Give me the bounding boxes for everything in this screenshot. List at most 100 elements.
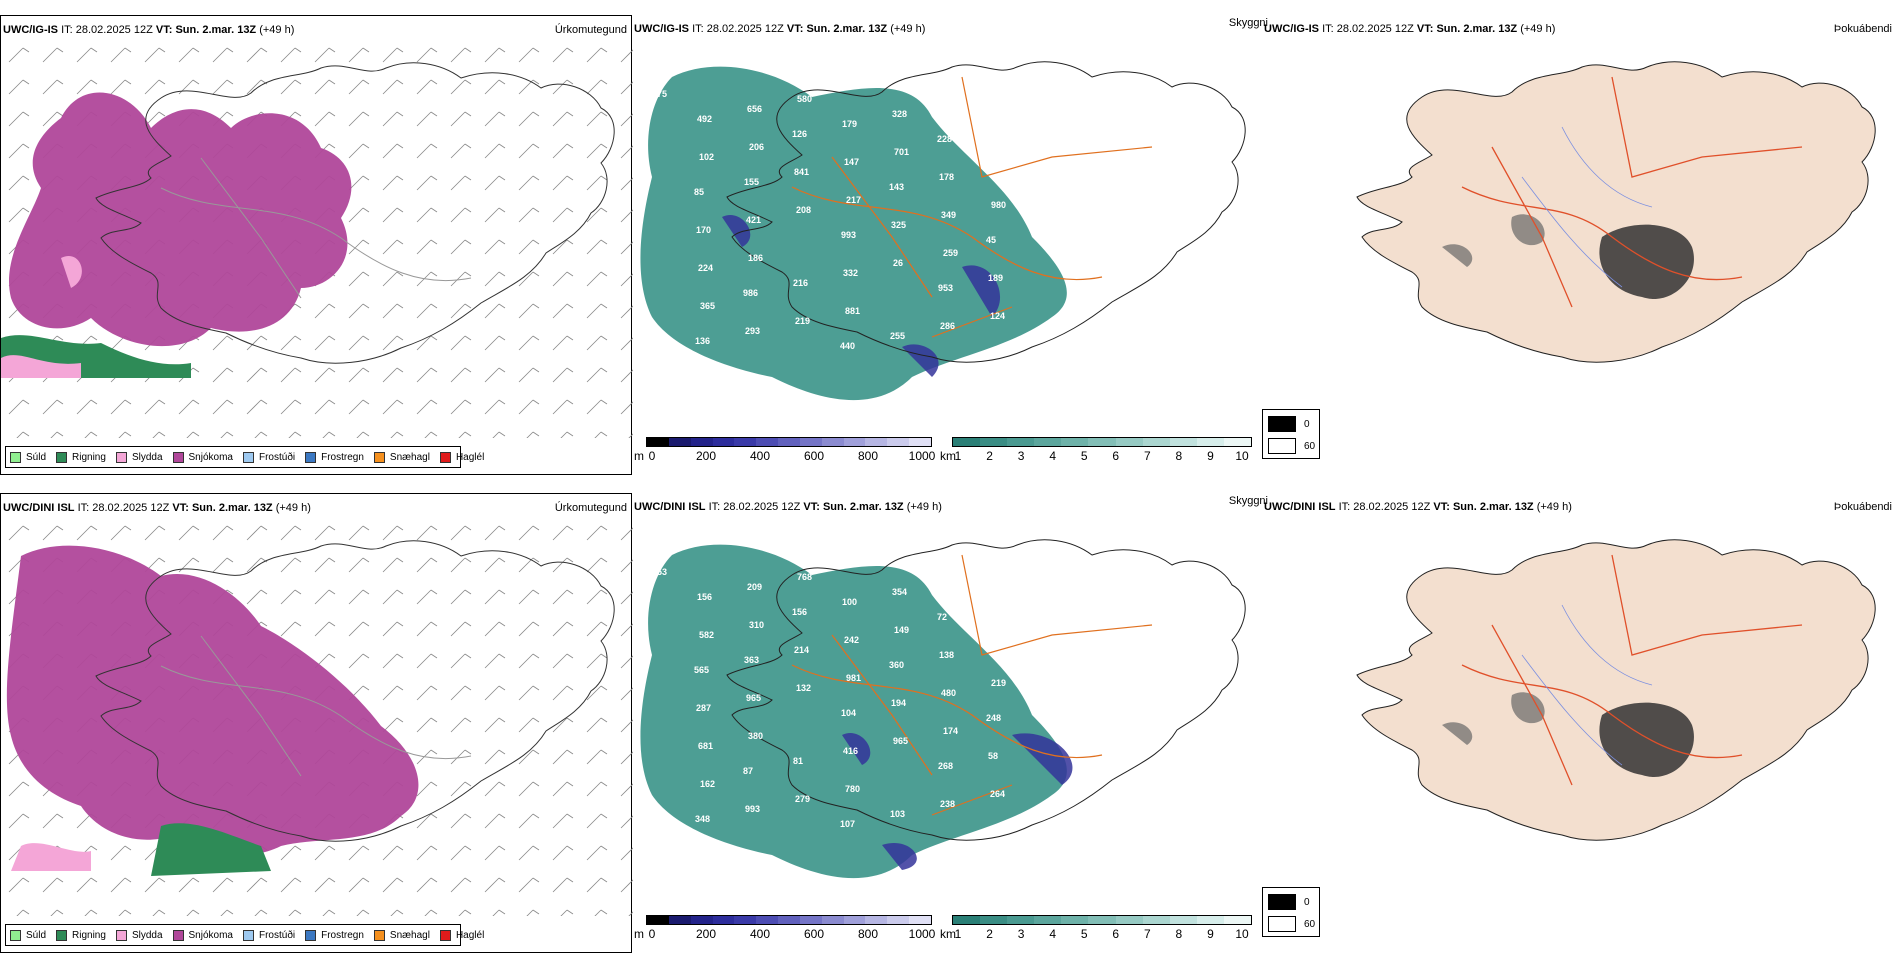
visibility-label: 138: [939, 650, 954, 660]
visibility-label: 268: [938, 761, 953, 771]
legend-label: Slydda: [131, 451, 163, 463]
panel-title: Úrkomutegund: [554, 24, 627, 36]
colorbar-tick: 0: [648, 927, 656, 941]
colorbar-tick: 800: [857, 927, 879, 941]
legend-item: Rigning: [56, 451, 106, 463]
colorbar-step: [756, 438, 779, 446]
fog-legend-label: 0: [1304, 418, 1310, 430]
colorbar-swatches: [952, 437, 1252, 447]
roads: [160, 635, 472, 777]
fog-legend: 0 60: [1262, 887, 1320, 937]
legend-label: Frostúði: [258, 451, 296, 463]
coastline: [726, 539, 1246, 841]
legend-swatch: [56, 451, 68, 463]
visibility-label: 421: [746, 215, 761, 225]
cloud-visibility-map: 175 206 217 259 365 580 701 980 186 881 981 102 208 2…: [640, 61, 1246, 401]
coastline: [95, 62, 615, 364]
fog-legend-swatch: [1268, 416, 1296, 432]
visibility-label: 72: [937, 612, 947, 622]
visibility-label: 147: [844, 157, 859, 167]
visibility-label: 107: [840, 819, 855, 829]
legend-item: Haglél: [439, 929, 484, 941]
visibility-label: 259: [943, 248, 958, 258]
colorbar-tick: 200: [695, 927, 717, 941]
fog-legend-label: 0: [1304, 896, 1310, 908]
legend-swatch: [10, 929, 21, 941]
colorbar-tick: 3: [1017, 449, 1025, 463]
visibility-label: 214: [794, 645, 809, 655]
visibility-label: 768: [797, 572, 812, 582]
visibility-colorbar: km 1 2 3 4 5 6 7 8 9 10: [940, 913, 1254, 945]
visibility-label: 104: [841, 708, 856, 718]
visibility-label: 981: [846, 673, 861, 683]
visibility-label: 238: [940, 799, 955, 809]
roads: [1461, 554, 1803, 786]
legend-label: Snjókoma: [188, 929, 233, 941]
fog-legend-item: 0: [1268, 416, 1310, 432]
visibility-label: 701: [894, 147, 909, 157]
legend-swatch: [439, 929, 451, 941]
legend-item: Frostúði: [242, 451, 296, 463]
colorbar-unit: m: [634, 927, 644, 941]
visibility-label: 264: [990, 789, 1005, 799]
visibility-label: 100: [842, 597, 857, 607]
colorbar-step: [980, 438, 1008, 446]
colorbar-step: [756, 916, 779, 924]
visibility-label: 944: [989, 640, 1004, 650]
visibility-label: 986: [743, 288, 758, 298]
colorbar-step: [865, 438, 888, 446]
colorbar-tick: 4: [1049, 449, 1056, 463]
visibility-label: 189: [988, 273, 1003, 283]
colorbar-tick: 2: [986, 449, 993, 463]
colorbar-step: [712, 438, 735, 446]
cloud-panel-row2: UWC/DINI ISL IT: 28.02.2025 12Z VT: Sun.…: [632, 493, 1268, 953]
sleet-area: [1, 255, 82, 378]
visibility-label: 365: [700, 301, 715, 311]
legend-swatch: [242, 451, 254, 463]
visibility-label: 81: [793, 756, 803, 766]
visibility-label: 328: [892, 109, 907, 119]
colorbar-step: [778, 438, 800, 446]
panel-title: Þokuábendi: [1833, 23, 1892, 35]
colorbar-swatches: [646, 915, 932, 925]
panel-title: Skyggni: [1228, 17, 1268, 29]
visibility-label: 156: [697, 592, 712, 602]
colorbar-step: [1169, 916, 1197, 924]
visibility-label: 179: [842, 119, 857, 129]
visibility-label: 350: [942, 577, 957, 587]
legend-swatch: [115, 929, 127, 941]
colorbar-unit: km: [940, 927, 956, 941]
legend-swatch: [373, 451, 385, 463]
fog-map: [1356, 539, 1876, 841]
colorbar-tick: 3: [1017, 927, 1025, 941]
colorbar-step: [668, 438, 691, 446]
fog-panel-row1: UWC/IG-IS IT: 28.02.2025 12Z VT: Sun. 2.…: [1262, 15, 1900, 475]
colorbar-step: [1142, 916, 1170, 924]
visibility-label: 780: [845, 784, 860, 794]
fog-legend-item: 0: [1268, 894, 1310, 910]
legend-item: Slydda: [115, 451, 163, 463]
colorbar-tick: 400: [749, 927, 771, 941]
visibility-label: 186: [748, 253, 763, 263]
colorbar-step: [1115, 438, 1143, 446]
colorbar-step: [1196, 438, 1224, 446]
colorbar-tick: 1: [954, 449, 962, 463]
visibility-label: 124: [990, 311, 1005, 321]
colorbar-step: [1061, 438, 1089, 446]
colorbar-tick: 10: [1235, 927, 1249, 941]
colorbar-tick: 4: [1049, 927, 1056, 941]
colorbar-step: [1223, 438, 1252, 446]
legend-label: Snjókoma: [188, 451, 233, 463]
rain-area: [151, 823, 271, 876]
colorbar-step: [712, 916, 735, 924]
visibility-label: 156: [792, 607, 807, 617]
visibility-label: 332: [843, 268, 858, 278]
colorbar-tick: 1: [954, 927, 962, 941]
cloud-visibility-map: 453 310 981 174 162 768 149 219 380 780 350 582 132 9…: [640, 539, 1246, 879]
colorbar-tick: 5: [1080, 927, 1088, 941]
visibility-label: 216: [793, 278, 808, 288]
colorbar-step: [953, 438, 981, 446]
visibility-label: 255: [890, 331, 905, 341]
visibility-label: 126: [792, 129, 807, 139]
colorbar-step: [1007, 916, 1035, 924]
